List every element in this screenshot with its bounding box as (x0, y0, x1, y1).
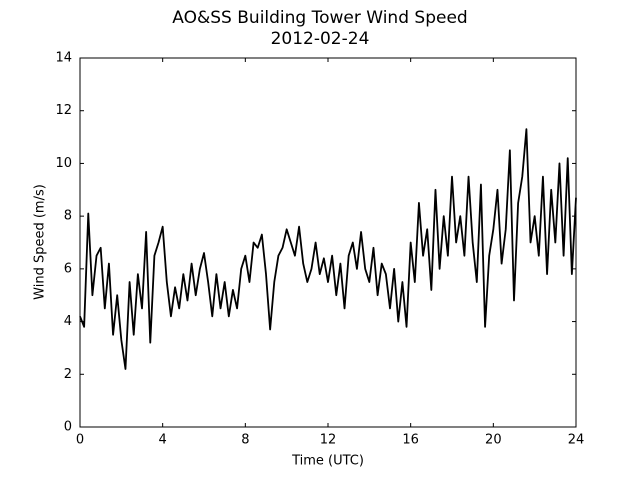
y-tick-label: 2 (64, 367, 72, 382)
y-tick-label: 4 (64, 314, 72, 329)
x-tick-label: 20 (485, 433, 502, 448)
x-tick-label: 12 (320, 433, 337, 448)
y-tick-label: 14 (55, 51, 72, 66)
x-tick-label: 8 (241, 433, 249, 448)
chart-subtitle: 2012-02-24 (271, 29, 370, 49)
y-tick-label: 12 (55, 103, 72, 118)
y-tick-label: 8 (64, 209, 72, 224)
y-axis-label: Wind Speed (m/s) (33, 184, 48, 300)
chart-title: AO&SS Building Tower Wind Speed (172, 8, 467, 28)
x-tick-label: 24 (568, 433, 585, 448)
plot-frame (79, 57, 577, 428)
y-tick-label: 6 (64, 261, 72, 276)
data-line (79, 128, 577, 370)
x-tick-label: 4 (159, 433, 167, 448)
y-tick-label: 0 (64, 420, 72, 435)
x-axis-label: Time (UTC) (291, 454, 364, 469)
x-tick-label: 0 (76, 433, 84, 448)
y-tick-label: 10 (55, 156, 72, 171)
x-tick-label: 16 (402, 433, 419, 448)
